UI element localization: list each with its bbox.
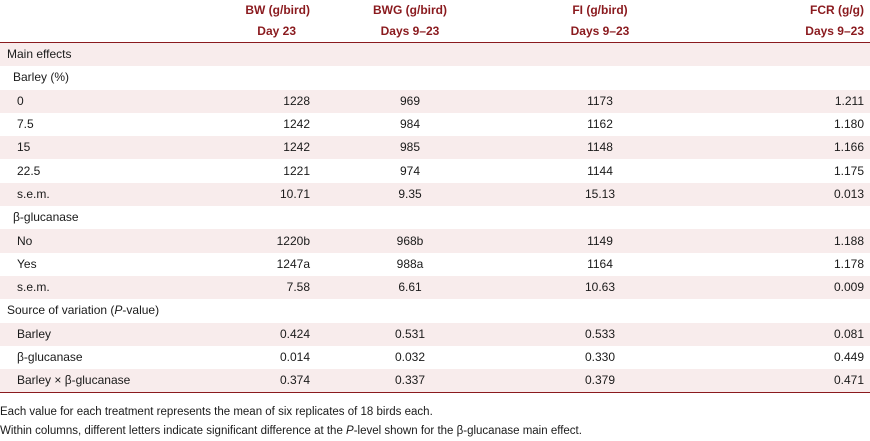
results-table: BW (g/bird) BWG (g/bird) FI (g/bird) FCR… (0, 0, 870, 394)
cell-bw: 0.374 (210, 369, 310, 394)
cell-fcr: 0.449 (833, 350, 864, 364)
header-fcr: FCR (g/g) (810, 3, 864, 17)
cell-fi: 0.533 (510, 322, 690, 346)
cell-bw: 1242 (283, 117, 310, 132)
cell-fi: 1144 (587, 163, 613, 178)
cell-fi: 0.379 (510, 369, 690, 394)
header-blank-2 (0, 21, 210, 43)
row-label: β-glucanase (17, 350, 83, 364)
section-label: Source of variation (P-value) (0, 299, 870, 322)
header-fcr-period: Days 9–23 (690, 21, 870, 43)
header-bw-period: Day 23 (210, 21, 310, 43)
row-label: 15 (0, 136, 210, 160)
section-label: Main effects (0, 42, 870, 67)
header-bwg-period: Days 9–23 (310, 21, 510, 43)
row-label: 22.5 (17, 163, 41, 178)
table-row: Barley × β-glucanase 0.374 0.337 0.379 0… (0, 369, 870, 394)
footnote-1: Each value for each treatment represents… (0, 406, 433, 419)
table-row: No 1220b 968b 1149 1.188 (0, 229, 870, 253)
row-label: 0 (0, 89, 210, 113)
section-row-source: Source of variation (P-value) (0, 299, 870, 322)
table-row: 7.5 1242 984 1162 1.180 (0, 113, 870, 136)
cell-fi: 1148 (510, 136, 690, 160)
cell-bw: 1220b (210, 229, 310, 253)
cell-fcr: 1.178 (833, 256, 864, 271)
source-p: P (114, 303, 123, 318)
header-fi-period: Days 9–23 (510, 21, 690, 43)
cell-bwg: 969 (310, 89, 510, 113)
cell-bwg: 984 (399, 117, 421, 132)
row-label: s.e.m. (0, 182, 210, 207)
table-body: Main effects Barley (%) 0 1228 969 1173 … (0, 42, 870, 394)
row-label: 7.5 (17, 117, 34, 132)
section-row-barley: Barley (%) (0, 66, 870, 89)
cell-fcr: 0.081 (690, 322, 870, 346)
cell-bwg: 974 (399, 163, 421, 178)
cell-bw: 1242 (210, 136, 310, 160)
table-row: Yes 1247a 988a 1164 1.178 (0, 253, 870, 276)
footnote-2-prefix: Within columns, different letters indica… (0, 425, 347, 438)
cell-fi: 15.13 (510, 182, 690, 207)
cell-bwg: 988a (396, 256, 424, 271)
header-fi: FI (g/bird) (572, 3, 628, 17)
cell-bwg: 6.61 (310, 275, 510, 300)
footnote-2-suffix: -level shown for the β-glucanase main ef… (353, 425, 582, 438)
cell-bwg: 985 (310, 136, 510, 160)
cell-fi: 1164 (587, 256, 613, 271)
footnote-2-p: P (346, 425, 354, 438)
cell-fi: 1162 (587, 117, 613, 132)
table-row: 15 1242 985 1148 1.166 (0, 136, 870, 160)
cell-bw: 1221 (283, 163, 310, 178)
table-row: 22.5 1221 974 1144 1.175 (0, 159, 870, 182)
row-label: Barley (0, 322, 210, 346)
cell-bw: 10.71 (210, 182, 310, 207)
cell-fcr: 1.211 (690, 89, 870, 113)
row-label: Barley × β-glucanase (0, 369, 210, 394)
section-row-glucanase: β-glucanase (0, 206, 870, 229)
cell-fcr: 1.166 (690, 136, 870, 160)
table-row: β-glucanase 0.014 0.032 0.330 0.449 (0, 346, 870, 369)
footnote-2: Within columns, different letters indica… (0, 422, 870, 441)
header-blank (0, 0, 210, 21)
cell-fi: 1149 (510, 229, 690, 253)
table-row: Barley 0.424 0.531 0.533 0.081 (0, 322, 870, 346)
row-label: s.e.m. (0, 275, 210, 300)
cell-bw: 1228 (210, 89, 310, 113)
header-bw: BW (g/bird) (245, 3, 310, 17)
source-suffix: -value) (122, 303, 160, 318)
table-row: 0 1228 969 1173 1.211 (0, 89, 870, 113)
table-row: s.e.m. 7.58 6.61 10.63 0.009 (0, 275, 870, 300)
cell-bwg: 968b (310, 229, 510, 253)
source-prefix: Source of variation ( (7, 303, 115, 318)
cell-bwg: 0.531 (310, 322, 510, 346)
cell-fi: 10.63 (510, 275, 690, 300)
cell-fcr: 0.013 (690, 182, 870, 207)
section-label: β-glucanase (13, 210, 79, 225)
cell-fcr: 1.188 (690, 229, 870, 253)
header-bwg: BWG (g/bird) (373, 3, 447, 17)
table-row: s.e.m. 10.71 9.35 15.13 0.013 (0, 182, 870, 207)
row-label: Yes (17, 256, 37, 271)
row-label: No (0, 229, 210, 253)
cell-fcr: 0.471 (690, 369, 870, 394)
cell-fcr: 1.175 (833, 163, 864, 178)
cell-fi: 0.330 (584, 350, 616, 364)
cell-bw: 0.424 (210, 322, 310, 346)
cell-fi: 1173 (510, 89, 690, 113)
cell-bwg: 0.337 (310, 369, 510, 394)
table-footnotes: Each value for each treatment represents… (0, 403, 870, 441)
section-label: Barley (%) (13, 70, 70, 85)
cell-bw: 7.58 (210, 275, 310, 300)
table-header: BW (g/bird) BWG (g/bird) FI (g/bird) FCR… (0, 0, 870, 43)
cell-bwg: 9.35 (310, 182, 510, 207)
cell-bw: 1247a (276, 256, 310, 271)
cell-fcr: 0.009 (690, 275, 870, 300)
cell-fcr: 1.180 (833, 117, 864, 132)
section-row-main-effects: Main effects (0, 42, 870, 67)
cell-bwg: 0.032 (394, 350, 426, 364)
cell-bw: 0.014 (279, 350, 310, 364)
